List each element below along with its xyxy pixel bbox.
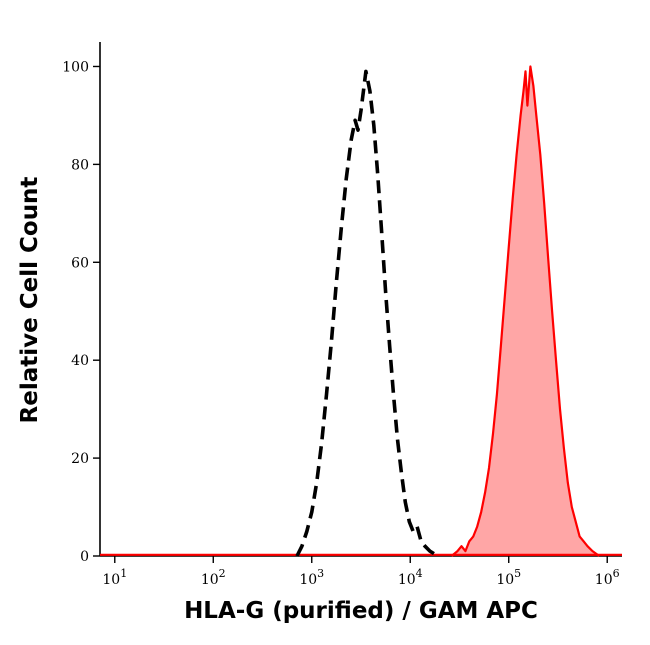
filled-histogram-area xyxy=(451,66,600,556)
y-tick-label: 100 xyxy=(62,59,89,75)
x-tick-label: 103 xyxy=(299,567,324,588)
x-axis-label: HLA-G (purified) / GAM APC xyxy=(184,598,538,624)
y-tick-label: 80 xyxy=(71,157,89,173)
y-tick-label: 20 xyxy=(71,451,89,467)
x-tick-label: 102 xyxy=(201,567,226,588)
dashed-histogram-curve xyxy=(295,69,439,558)
x-tick-label: 105 xyxy=(496,567,521,588)
x-tick-label: 104 xyxy=(398,567,423,588)
y-tick-label: 40 xyxy=(71,353,89,369)
x-tick-label: 101 xyxy=(102,567,127,588)
y-tick-label: 0 xyxy=(80,549,89,565)
y-axis-label: Relative Cell Count xyxy=(17,176,43,424)
x-tick-label: 106 xyxy=(595,567,620,588)
y-tick-label: 60 xyxy=(71,255,89,271)
solid-histogram-curve xyxy=(450,65,600,557)
